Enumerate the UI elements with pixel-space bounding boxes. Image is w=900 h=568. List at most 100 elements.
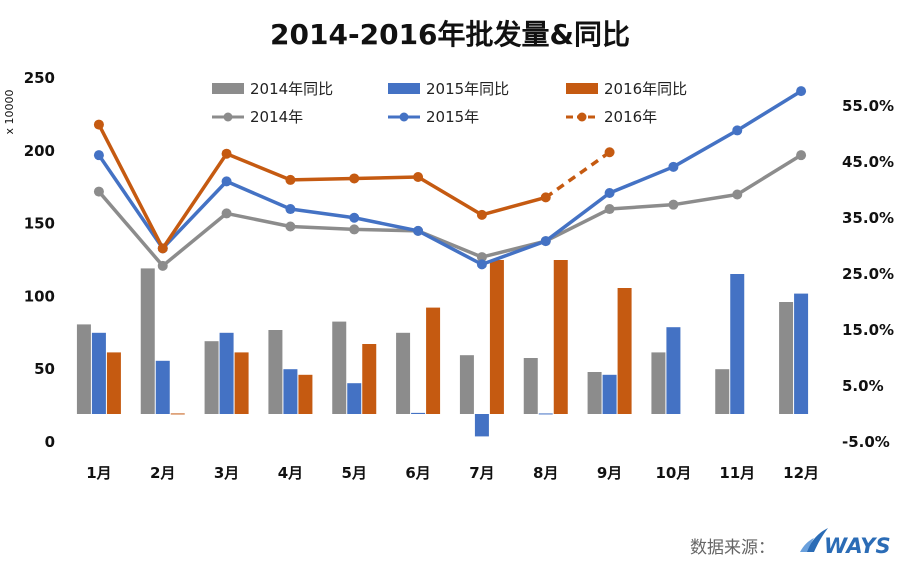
x-axis-tick-label: 5月 [342,464,367,482]
point-2016年 [604,147,615,158]
left-axis-unit-label: x 10000 [3,89,16,134]
point-2014年 [732,189,743,200]
bar-2016年同比 [617,288,632,414]
point-2016年 [221,148,232,159]
bar-2014年同比 [76,324,91,414]
left-axis-tick-label: 200 [24,142,55,160]
line-2015年 [97,89,803,267]
bar-2015年同比 [666,327,681,414]
x-axis-ticks: 1月 2月 3月 4月 5月 6月 7月 8月 9月 10月 11月 12月 [86,464,819,482]
legend-marker-2014年 [223,112,233,122]
point-2015年 [796,86,807,97]
bar-2016年同比 [426,307,441,414]
bar-2015年同比 [219,332,234,414]
point-2016年 [349,173,360,184]
bar-2014年同比 [268,330,283,414]
x-axis-tick-label: 7月 [469,464,494,482]
left-axis-tick-label: 150 [24,215,55,233]
bar-2015年同比 [538,413,553,415]
bar-2014年同比 [587,372,602,414]
point-2014年 [796,150,807,161]
bar-2015年同比 [730,274,745,414]
point-2014年 [221,208,232,219]
bar-2014年同比 [715,369,730,414]
left-axis-tick-label: 50 [34,360,55,378]
point-2016年 [93,119,104,130]
right-axis-tick-label: 35.0% [842,209,894,227]
right-axis-tick-label: -5.0% [842,433,890,451]
x-axis-tick-label: 6月 [405,464,430,482]
bar-2014年同比 [204,341,219,414]
x-axis-tick-label: 3月 [214,464,239,482]
bar-2015年同比 [411,412,426,414]
left-axis-ticks: 0 50 100 150 200 250 [24,69,55,451]
legend-label: 2015年同比 [426,80,509,98]
bar-2014年同比 [523,358,538,414]
point-2016年 [285,174,296,185]
x-axis-tick-label: 4月 [278,464,303,482]
point-2014年 [604,204,615,215]
point-2015年 [732,125,743,136]
legend-label: 2016年 [604,108,657,126]
point-2016年 [157,243,168,254]
ways-logo-swoosh-small-icon [800,538,814,552]
right-axis-tick-label: 55.0% [842,97,894,115]
bar-2015年同比 [347,383,362,414]
point-2016年 [540,192,551,203]
point-2016年 [476,209,487,220]
ways-logo-swoosh-icon [806,528,828,552]
x-axis-tick-label: 9月 [597,464,622,482]
point-2016年 [413,172,424,183]
point-2015年 [668,161,679,172]
source-credit: 数据来源： WAYS [690,528,891,558]
chart-title: 2014-2016年批发量&同比 [270,18,630,51]
point-2015年 [285,204,296,215]
x-axis-tick-label: 11月 [719,464,755,482]
bar-2016年同比 [106,352,121,414]
bar-2015年同比 [155,360,170,414]
right-axis-tick-label: 45.0% [842,153,894,171]
legend-label: 2014年同比 [250,80,333,98]
point-2014年 [157,260,168,271]
legend-label: 2014年 [250,108,303,126]
legend-swatch-2014年同比 [212,83,244,94]
point-2014年 [349,224,360,235]
point-2015年 [540,236,551,247]
x-axis-tick-label: 10月 [655,464,691,482]
bar-2016年同比 [489,260,504,414]
point-2015年 [476,259,487,270]
x-axis-tick-label: 1月 [86,464,111,482]
point-2015年 [604,188,615,199]
legend-marker-2015年 [399,112,409,122]
bar-2014年同比 [651,352,666,414]
legend-marker-2016年 [577,112,587,122]
x-axis-tick-label: 2月 [150,464,175,482]
bar-2016年同比 [298,374,313,414]
ways-logo: WAYS [800,528,891,558]
bar-2014年同比 [140,268,155,414]
bar-2016年同比 [170,413,185,415]
point-2015年 [413,225,424,236]
bar-2014年同比 [332,321,347,414]
legend-label: 2016年同比 [604,80,687,98]
legend: 2014年同比 2015年同比 2016年同比 2014年 2015年 2016年 [212,80,687,126]
right-axis-tick-label: 25.0% [842,265,894,283]
ways-logo-text: WAYS [824,534,891,558]
bar-series-group [76,260,809,437]
legend-swatch-2015年同比 [388,83,420,94]
right-axis-ticks: -5.0% 5.0% 15.0% 25.0% 35.0% 45.0% 55.0% [842,97,894,451]
bar-2015年同比 [283,369,298,414]
left-axis-tick-label: 250 [24,69,55,87]
legend-label: 2015年 [426,108,479,126]
bar-2014年同比 [396,332,411,414]
line-2016年-dashed-segment [544,150,611,199]
point-2014年 [476,252,487,263]
point-2014年 [93,186,104,197]
bar-2014年同比 [459,355,474,414]
bar-2015年同比 [602,374,617,414]
right-axis-tick-label: 15.0% [842,321,894,339]
left-axis-tick-label: 100 [24,287,55,305]
left-axis-tick-label: 0 [45,433,55,451]
point-2015年 [221,176,232,187]
